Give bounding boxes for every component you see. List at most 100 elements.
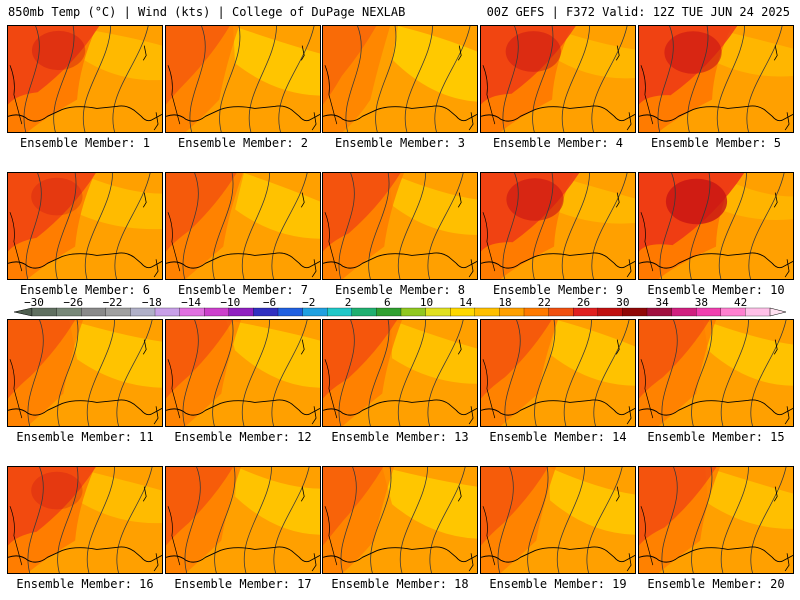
height-contour bbox=[189, 26, 206, 132]
cool-region bbox=[77, 173, 162, 230]
height-contour bbox=[114, 173, 151, 279]
florida-coast bbox=[468, 112, 474, 131]
colorbar-tick-label: 34 bbox=[655, 296, 669, 309]
west-coastline bbox=[9, 212, 23, 272]
member-label: Ensemble Member: 1 bbox=[19, 136, 151, 150]
florida-coast bbox=[311, 553, 317, 572]
warm-region bbox=[323, 467, 395, 573]
colorbar-swatch bbox=[228, 307, 254, 317]
height-contour bbox=[25, 173, 42, 279]
gulf-coastline bbox=[166, 399, 320, 416]
great-lake bbox=[615, 192, 620, 208]
height-contour bbox=[591, 26, 628, 132]
colorbar-left-arrow bbox=[13, 307, 33, 317]
hot-region bbox=[639, 467, 717, 546]
ensemble-member-map bbox=[165, 25, 321, 133]
gulf-coastline bbox=[639, 399, 793, 416]
colorbar-tick-label: −2 bbox=[302, 296, 315, 309]
height-contour bbox=[427, 173, 464, 279]
member-label: Ensemble Member: 19 bbox=[489, 577, 627, 591]
height-contour bbox=[345, 26, 362, 132]
hot-region bbox=[8, 173, 96, 252]
west-coastline bbox=[482, 506, 496, 566]
colorbar-swatch bbox=[204, 307, 230, 317]
height-contour bbox=[184, 467, 201, 573]
height-contour bbox=[112, 26, 149, 132]
colorbar-swatch bbox=[327, 307, 353, 317]
great-lake bbox=[457, 45, 462, 61]
hottest-core bbox=[665, 178, 728, 225]
colorbar-tick-label: 18 bbox=[498, 296, 511, 309]
colorbar-tick-label: −10 bbox=[220, 296, 240, 309]
west-coastline bbox=[482, 65, 496, 125]
cool-region bbox=[382, 467, 477, 539]
great-lake bbox=[300, 486, 305, 502]
height-contour bbox=[750, 467, 787, 573]
gulf-coastline bbox=[639, 105, 793, 122]
florida-coast bbox=[626, 406, 632, 425]
colorbar-tick-label: −14 bbox=[181, 296, 201, 309]
west-coastline bbox=[167, 359, 181, 419]
hottest-core bbox=[506, 178, 564, 221]
hottest-core bbox=[31, 177, 83, 216]
cool-region bbox=[235, 467, 320, 535]
colorbar-swatch bbox=[56, 307, 82, 317]
height-contour bbox=[561, 173, 590, 279]
colorbar-tick-label: 30 bbox=[616, 296, 629, 309]
hot-region bbox=[8, 320, 76, 399]
colorbar-tick-label: 22 bbox=[538, 296, 551, 309]
height-contour bbox=[57, 320, 79, 426]
florida-coast bbox=[153, 406, 159, 425]
colorbar-swatch bbox=[450, 307, 476, 317]
run-valid-time: 00Z GEFS | F372 Valid: 12Z TUE JUN 24 20… bbox=[486, 5, 790, 19]
great-lake bbox=[773, 339, 778, 355]
height-contour bbox=[687, 26, 709, 132]
ensemble-member-map bbox=[7, 319, 163, 427]
colorbar-tick-label: 38 bbox=[695, 296, 708, 309]
height-contour bbox=[746, 26, 783, 132]
great-lake bbox=[457, 486, 462, 502]
west-coastline bbox=[324, 212, 338, 272]
height-contour bbox=[718, 173, 747, 279]
hottest-core bbox=[31, 30, 86, 71]
height-contour bbox=[23, 26, 40, 132]
height-contour bbox=[657, 26, 674, 132]
height-contour bbox=[504, 320, 521, 426]
height-contour bbox=[429, 467, 466, 573]
colorbar-swatch bbox=[474, 307, 500, 317]
height-contour bbox=[116, 320, 153, 426]
height-contour bbox=[593, 320, 630, 426]
west-coastline bbox=[9, 65, 23, 125]
chart-title: 850mb Temp (°C) | Wind (kts) | College o… bbox=[8, 5, 406, 19]
height-contour bbox=[278, 26, 315, 132]
height-contour bbox=[55, 173, 77, 279]
colorbar-swatch bbox=[622, 307, 648, 317]
cool-region bbox=[548, 467, 635, 535]
height-contour bbox=[497, 467, 514, 573]
ensemble-member-map bbox=[638, 172, 794, 280]
member-label: Ensemble Member: 20 bbox=[647, 577, 785, 591]
colorbar-tick-label: 42 bbox=[734, 296, 747, 309]
height-contour bbox=[591, 173, 628, 279]
height-contour bbox=[338, 173, 355, 279]
height-contour bbox=[556, 467, 586, 573]
hot-region bbox=[323, 467, 384, 546]
height-contour bbox=[368, 173, 390, 279]
west-coastline bbox=[640, 65, 654, 125]
great-lake bbox=[142, 45, 147, 61]
great-lake bbox=[773, 192, 778, 208]
great-lake bbox=[773, 486, 778, 502]
member-label: Ensemble Member: 10 bbox=[647, 283, 785, 297]
hot-region bbox=[323, 173, 401, 252]
great-lake bbox=[142, 486, 147, 502]
height-contour bbox=[534, 320, 556, 426]
gulf-coastline bbox=[166, 546, 320, 563]
height-contour bbox=[338, 320, 355, 426]
colorbar-tick-label: −22 bbox=[103, 296, 123, 309]
member-label: Ensemble Member: 9 bbox=[492, 283, 624, 297]
west-coastline bbox=[640, 506, 654, 566]
great-lake bbox=[142, 192, 147, 208]
colorbar-tick-label: 6 bbox=[384, 296, 391, 309]
colorbar-swatch bbox=[745, 307, 771, 317]
ensemble-member-map bbox=[165, 466, 321, 574]
